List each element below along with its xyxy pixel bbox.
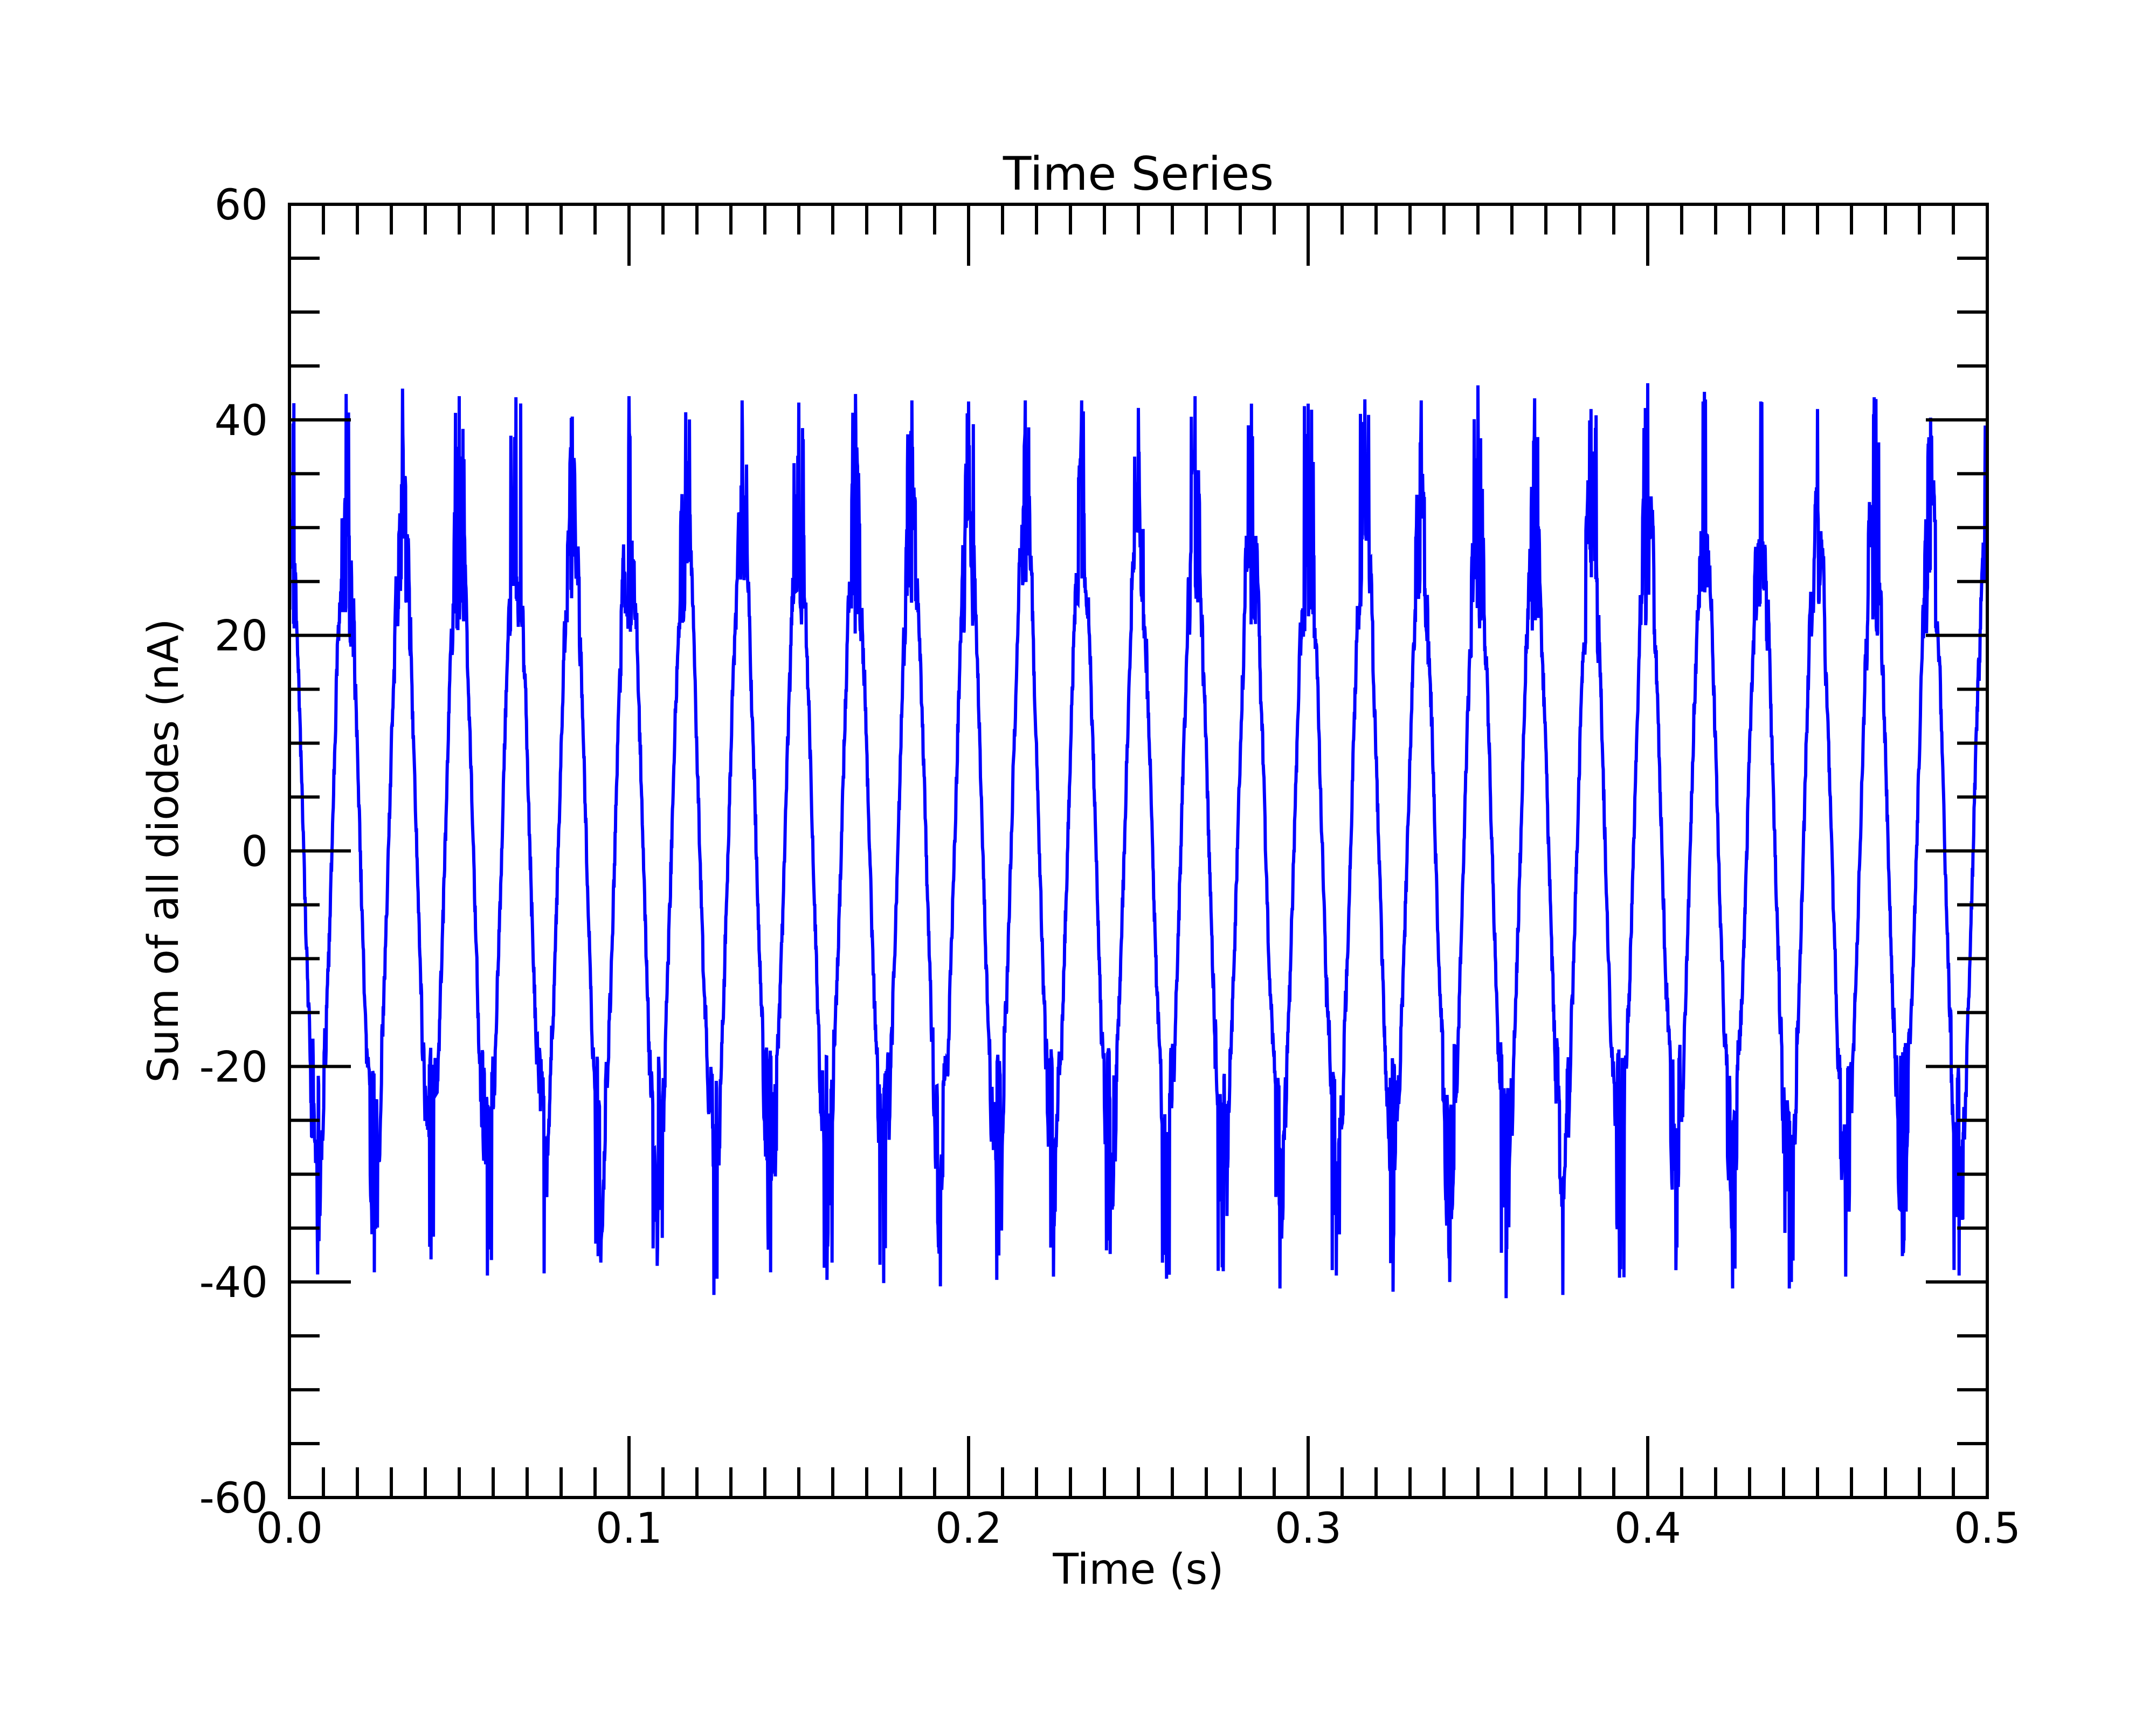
x-axis-tick-labels: 0.0 0.1 0.2 0.3 0.4 0.5 (256, 1505, 2021, 1553)
plot-area (288, 203, 1989, 1499)
axes-frame (288, 203, 1989, 1499)
x-tick-label: 0.0 (256, 1505, 323, 1553)
y-axis-label: Sum of all diodes (nA) (140, 618, 188, 1082)
signal-line (289, 383, 1987, 1299)
data-series-sum-of-all-diodes (289, 383, 1987, 1299)
y-tick-label: -20 (199, 1043, 268, 1092)
y-axis-tick-labels: -60 -40 -20 0 20 40 60 (199, 181, 268, 1523)
y-tick-label: -40 (199, 1259, 268, 1307)
x-tick-label: 0.2 (935, 1505, 1002, 1553)
x-tick-label: 0.1 (596, 1505, 662, 1553)
y-tick-label: 40 (215, 397, 268, 445)
y-tick-label: 20 (215, 612, 268, 661)
x-tick-label: 0.5 (1954, 1505, 2021, 1553)
x-axis-label: Time (s) (1052, 1545, 1224, 1594)
y-tick-label: -60 (199, 1474, 268, 1523)
y-tick-label: 60 (215, 181, 268, 230)
axis-ticks (289, 204, 1987, 1498)
x-tick-label: 0.4 (1614, 1505, 1681, 1553)
chart-title: Time Series (1003, 147, 1274, 201)
x-tick-label: 0.3 (1275, 1505, 1342, 1553)
y-tick-label: 0 (241, 828, 268, 877)
